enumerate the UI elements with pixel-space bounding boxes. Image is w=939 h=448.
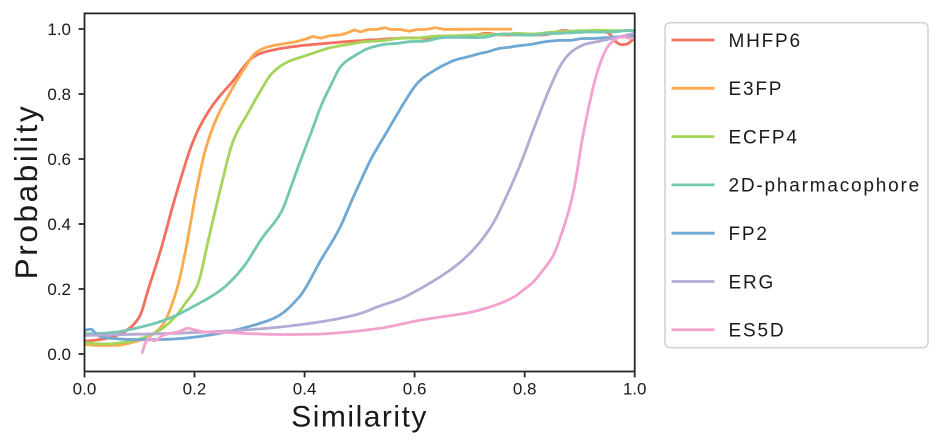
svg-text:Similarity: Similarity: [291, 401, 428, 434]
svg-text:0.8: 0.8: [513, 380, 537, 399]
svg-text:0.6: 0.6: [403, 380, 427, 399]
svg-text:ECFP4: ECFP4: [729, 127, 799, 148]
svg-text:2D-pharmacophore: 2D-pharmacophore: [729, 176, 922, 197]
svg-text:ERG: ERG: [729, 272, 776, 293]
svg-text:Probability: Probability: [8, 104, 44, 280]
svg-text:0.2: 0.2: [47, 280, 71, 299]
svg-text:0.2: 0.2: [183, 380, 207, 399]
svg-text:0.4: 0.4: [293, 380, 317, 399]
svg-text:ES5D: ES5D: [729, 321, 786, 342]
svg-text:0.8: 0.8: [47, 85, 71, 104]
svg-text:0.6: 0.6: [47, 150, 71, 169]
svg-text:0.0: 0.0: [73, 380, 97, 399]
svg-text:1.0: 1.0: [623, 380, 647, 399]
svg-text:MHFP6: MHFP6: [729, 31, 802, 52]
svg-text:E3FP: E3FP: [729, 79, 784, 100]
svg-text:1.0: 1.0: [47, 20, 71, 39]
svg-text:0.0: 0.0: [47, 345, 71, 364]
svg-text:FP2: FP2: [729, 224, 769, 245]
svg-text:0.4: 0.4: [47, 215, 71, 234]
